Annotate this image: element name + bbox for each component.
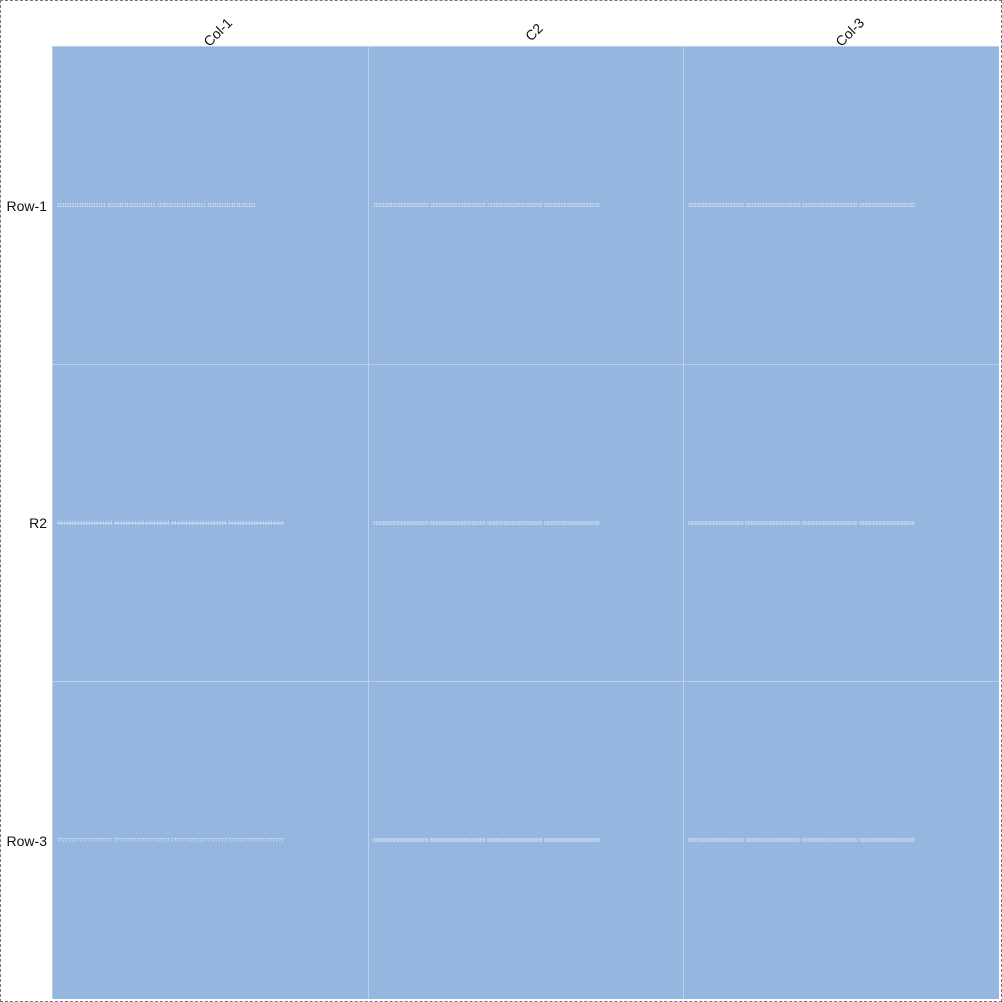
- table-cell: 55555555555555555555 5555555555555555555…: [368, 364, 683, 681]
- row-label: Row-1: [6, 198, 47, 214]
- table-cell: 11111111111111111111 1111111111111111111…: [52, 46, 368, 364]
- cell-text: 77777777777777777777 7777777777777777777…: [57, 838, 284, 844]
- column-label: Col-1: [150, 0, 270, 50]
- table-cell: 99999999999999999999 9999999999999999999…: [683, 681, 999, 999]
- cell-text: 66666666666666666666 6666666666666666666…: [688, 521, 915, 527]
- column-label-text: C2: [522, 20, 546, 44]
- column-label-text: Col-3: [832, 14, 868, 50]
- table-cell: 88888888888888888888 8888888888888888888…: [368, 681, 683, 999]
- cell-text: 11111111111111111111 1111111111111111111…: [57, 203, 256, 209]
- cell-text: 33333333333333333333 3333333333333333333…: [688, 203, 915, 209]
- table-grid: 11111111111111111111 1111111111111111111…: [52, 46, 999, 999]
- cell-text: 22222222222222222222 2222222222222222222…: [373, 203, 600, 209]
- cell-text: 44444444444444444444 4444444444444444444…: [57, 521, 284, 527]
- column-label-text: Col-1: [200, 14, 236, 50]
- cell-text: 99999999999999999999 9999999999999999999…: [688, 838, 915, 844]
- table-cell: 66666666666666666666 6666666666666666666…: [683, 364, 999, 681]
- column-label: C2: [466, 0, 586, 46]
- table-cell: 33333333333333333333 3333333333333333333…: [683, 46, 999, 364]
- table-cell: 77777777777777777777 7777777777777777777…: [52, 681, 368, 999]
- column-label: Col-3: [782, 0, 902, 50]
- row-label: Row-3: [6, 833, 47, 849]
- row-label: R2: [29, 515, 47, 531]
- table-cell: 44444444444444444444 4444444444444444444…: [52, 364, 368, 681]
- cell-text: 55555555555555555555 5555555555555555555…: [373, 521, 600, 527]
- table-cell: 22222222222222222222 2222222222222222222…: [368, 46, 683, 364]
- cell-text: 88888888888888888888 8888888888888888888…: [373, 838, 600, 844]
